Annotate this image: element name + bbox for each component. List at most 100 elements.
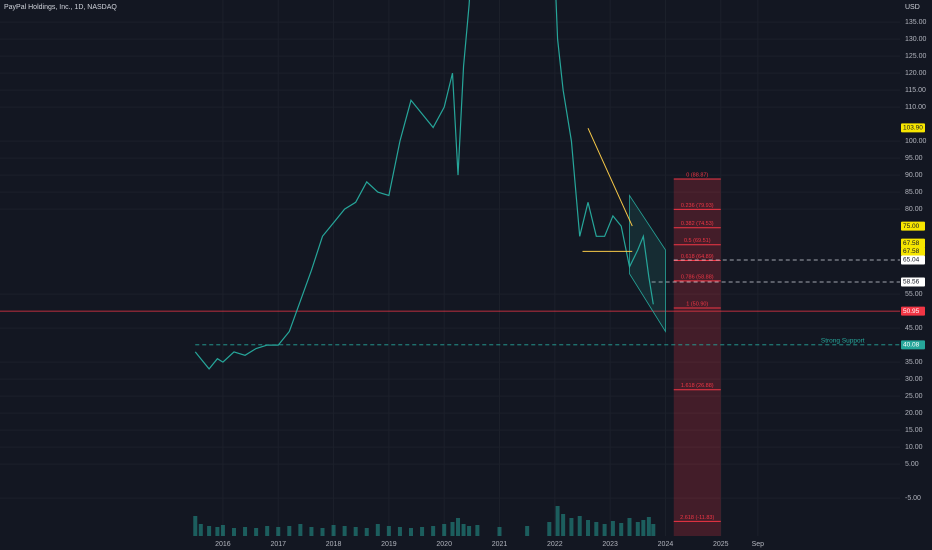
price-tag bbox=[901, 221, 925, 231]
volume-bar bbox=[353, 527, 358, 536]
x-tick-label: 2016 bbox=[215, 541, 231, 548]
volume-bar bbox=[577, 516, 582, 536]
fib-box bbox=[673, 178, 721, 536]
volume-bar bbox=[431, 526, 436, 536]
price-tag-label: 67.58 bbox=[903, 248, 920, 255]
y-tick-label: 45.00 bbox=[905, 325, 923, 332]
x-tick-label: 2023 bbox=[602, 541, 618, 548]
volume-bar bbox=[651, 524, 656, 536]
volume-bar bbox=[386, 526, 391, 536]
volume-bar bbox=[287, 526, 292, 536]
support-label: Strong Support bbox=[821, 338, 865, 345]
volume-bar bbox=[646, 517, 651, 536]
y-tick-label: 25.00 bbox=[905, 393, 923, 400]
x-tick-label: 2018 bbox=[326, 541, 342, 548]
volume-bar bbox=[331, 525, 336, 536]
volume-bar bbox=[298, 524, 303, 536]
price-tag-label: 50.95 bbox=[903, 308, 920, 315]
volume-bar bbox=[207, 526, 212, 536]
volume-bar bbox=[309, 527, 314, 536]
volume-bar bbox=[198, 524, 203, 536]
price-tag-label: 58.56 bbox=[903, 279, 920, 286]
fib-label: 1 (50.90) bbox=[686, 301, 708, 307]
price-tag bbox=[901, 238, 925, 248]
price-tag bbox=[901, 340, 925, 350]
volume-bar bbox=[265, 526, 270, 536]
volume-bar bbox=[420, 527, 425, 536]
x-tick-label: 2021 bbox=[492, 541, 508, 548]
y-tick-label: 5.00 bbox=[905, 461, 919, 468]
volume-bar bbox=[276, 527, 281, 536]
x-tick-label: 2024 bbox=[658, 541, 674, 548]
volume-bar bbox=[555, 506, 560, 536]
volume-bar bbox=[442, 524, 447, 536]
volume-bar bbox=[610, 521, 615, 536]
volume-bar bbox=[561, 514, 566, 536]
x-tick-label: 2020 bbox=[436, 541, 452, 548]
y-tick-label: 85.00 bbox=[905, 189, 923, 196]
price-tag bbox=[901, 306, 925, 316]
volume-bar bbox=[467, 526, 472, 536]
fib-label: 0.786 (58.88) bbox=[681, 274, 714, 280]
volume-bar bbox=[525, 526, 530, 536]
y-tick-label: 20.00 bbox=[905, 410, 923, 417]
y-tick-label: 10.00 bbox=[905, 444, 923, 451]
price-tag bbox=[901, 277, 925, 287]
y-tick-label: 135.00 bbox=[905, 19, 927, 26]
x-tick-label: 2022 bbox=[547, 541, 563, 548]
fib-label: 2.618 (-11.83) bbox=[680, 515, 714, 521]
volume-bar bbox=[635, 522, 640, 536]
chart-title: PayPal Holdings, Inc., 1D, NASDAQ bbox=[4, 4, 117, 11]
x-tick-label: 2025 bbox=[713, 541, 729, 548]
price-tag bbox=[901, 123, 925, 133]
price-tag-label: 67.58 bbox=[903, 240, 920, 247]
volume-bar bbox=[254, 528, 259, 536]
x-tick-label: 2017 bbox=[270, 541, 286, 548]
volume-bar bbox=[450, 522, 455, 536]
volume-bar bbox=[586, 520, 591, 536]
volume-bar bbox=[342, 526, 347, 536]
y-tick-label: 80.00 bbox=[905, 206, 923, 213]
volume-bar bbox=[243, 527, 248, 536]
volume-bar bbox=[364, 528, 369, 536]
fib-label: 0.618 (64.89) bbox=[681, 254, 714, 260]
price-tag-label: 103.90 bbox=[903, 125, 923, 132]
price-tag bbox=[901, 246, 925, 256]
y-tick-label: 120.00 bbox=[905, 70, 927, 77]
volume-bar bbox=[231, 528, 236, 536]
volume-bar bbox=[475, 525, 480, 536]
y-tick-label: 30.00 bbox=[905, 376, 923, 383]
volume-bar bbox=[375, 524, 380, 536]
trend-line bbox=[587, 127, 633, 227]
y-tick-label: 15.00 bbox=[905, 427, 923, 434]
volume-bar bbox=[461, 524, 466, 536]
price-axis bbox=[900, 0, 932, 550]
y-tick-label: 115.00 bbox=[905, 87, 926, 94]
x-tick-label: 2019 bbox=[381, 541, 397, 548]
y-tick-label: 90.00 bbox=[905, 172, 923, 179]
price-tag-label: 65.04 bbox=[903, 257, 920, 264]
x-tick-label: Sep bbox=[752, 541, 765, 548]
price-line bbox=[194, 0, 654, 370]
volume-bar bbox=[627, 518, 632, 536]
price-tag-label: 40.08 bbox=[903, 342, 920, 349]
fib-label: 0.5 (69.51) bbox=[684, 238, 711, 244]
volume-bar bbox=[220, 525, 225, 536]
y-tick-label: 100.00 bbox=[905, 138, 927, 145]
y-tick-label: 130.00 bbox=[905, 36, 927, 43]
y-tick-label: 110.00 bbox=[905, 104, 926, 111]
volume-bar bbox=[602, 524, 607, 536]
volume-bar bbox=[497, 527, 502, 536]
volume-bar bbox=[569, 518, 574, 536]
currency: USD bbox=[905, 4, 920, 11]
y-tick-label: 35.00 bbox=[905, 359, 923, 366]
plot: 0 (88.87) 0.236 (79.93) 0.382 (74.53) 0.5 (… bbox=[0, 0, 900, 536]
y-tick-label: -5.00 bbox=[905, 495, 921, 502]
fib-label: 1.618 (26.88) bbox=[681, 383, 714, 389]
volume-bar bbox=[215, 527, 220, 536]
volume-bar bbox=[409, 528, 414, 536]
price-tag bbox=[901, 255, 925, 265]
fib-label: 0.236 (79.93) bbox=[681, 203, 714, 209]
